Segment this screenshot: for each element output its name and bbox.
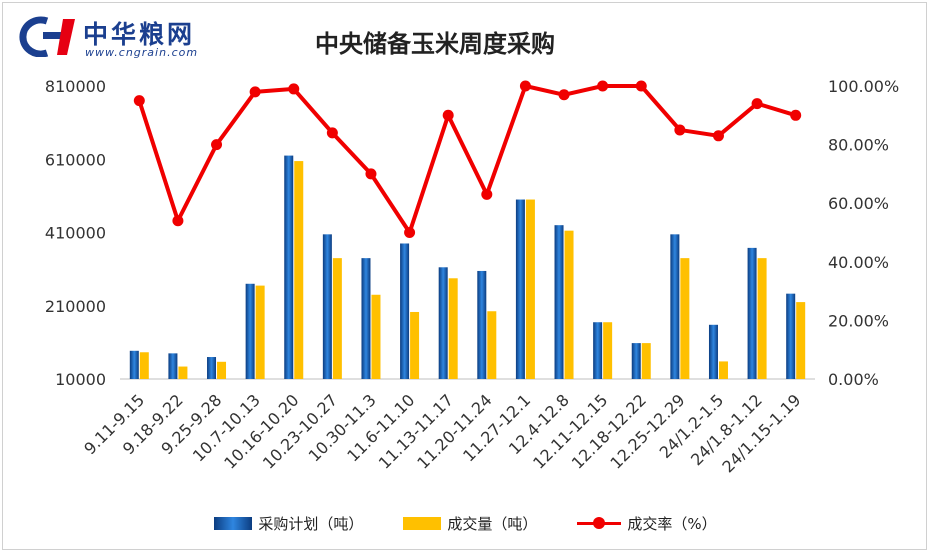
bar-plan (207, 357, 217, 379)
y-left-tick-label: 810000 (45, 77, 106, 96)
rate-point (674, 124, 686, 136)
bar-plan (631, 343, 641, 379)
rate-point (519, 80, 531, 92)
legend-swatch-volume (403, 516, 442, 530)
rate-point (558, 89, 570, 101)
rate-point (288, 83, 300, 95)
rate-point (635, 80, 647, 92)
legend-item-rate: 成交率（%） (577, 513, 717, 534)
bar-plan (245, 283, 255, 379)
bar-plan (438, 267, 448, 379)
legend-label-volume: 成交量（吨） (447, 514, 538, 533)
bar-volume (448, 278, 458, 379)
y-right-tick-label: 0.00% (828, 370, 879, 389)
bar-volume (410, 311, 420, 379)
rate-point (442, 109, 454, 121)
y-left-tick-label: 210000 (45, 297, 106, 316)
y-right-tick-label: 100.00% (828, 77, 899, 96)
bar-plan (786, 293, 796, 379)
rate-point (365, 168, 377, 180)
rate-point (404, 227, 416, 238)
legend-label-rate: 成交率（%） (627, 514, 717, 533)
bar-volume (525, 199, 535, 379)
rate-point (326, 127, 338, 139)
logo-url: www.cngrain.com (85, 46, 199, 59)
bar-plan (477, 270, 487, 379)
bar-plan (322, 234, 332, 379)
y-left-tick-label: 10000 (55, 370, 106, 389)
bar-plan (593, 322, 603, 379)
bar-volume (718, 361, 728, 379)
legend: 采购计划（吨） 成交量（吨） 成交率（%） (0, 508, 931, 538)
plot-area: 10000 210000 410000 610000 810000 0.00% 20.00%… (45, 77, 899, 477)
bar-volume (139, 352, 149, 379)
rate-line (137, 84, 797, 235)
bar-volume (757, 258, 767, 379)
bar-volume (371, 294, 381, 379)
y-right-tick-label: 80.00% (828, 136, 889, 155)
y-left-tick-label: 610000 (45, 150, 106, 169)
bar-volume (796, 302, 806, 379)
rate-point (249, 86, 261, 98)
rate-point (133, 95, 145, 107)
y-right-tick-label: 40.00% (828, 253, 889, 272)
rate-point (481, 188, 493, 200)
legend-label-plan: 采购计划（吨） (258, 514, 364, 533)
y-right-tick-label: 60.00% (828, 194, 889, 213)
legend-swatch-rate (577, 516, 622, 530)
bar-volume (217, 361, 227, 379)
bar-volume (294, 161, 304, 379)
bar-plan (515, 199, 525, 379)
rate-point (712, 130, 724, 142)
bar-volume (680, 258, 690, 379)
bar-plan (670, 234, 680, 379)
chart-title: 中央储备玉米周度采购 (315, 30, 555, 58)
bar-volume (603, 322, 613, 379)
bar-plan (708, 324, 718, 379)
rate-point (597, 80, 609, 92)
rate-point (751, 98, 763, 110)
logo-name: 中华粮网 (83, 20, 196, 49)
logo: 中华粮网 www.cngrain.com (13, 13, 233, 59)
cngrain-logo-icon (19, 16, 75, 57)
bar-plan (129, 350, 139, 379)
bar-plan (747, 247, 757, 379)
bar-volume (178, 366, 188, 379)
legend-item-volume: 成交量（吨） (403, 513, 537, 534)
rate-point (790, 109, 802, 121)
bar-volume (564, 230, 574, 379)
bar-plan (284, 155, 294, 379)
legend-swatch-plan (214, 516, 253, 530)
y-right-tick-label: 20.00% (828, 311, 889, 330)
y-left-tick-label: 410000 (45, 224, 106, 243)
bar-plan (361, 258, 371, 379)
bar-volume (641, 343, 651, 379)
legend-item-plan: 采购计划（吨） (214, 513, 363, 534)
rate-point (172, 215, 184, 227)
bar-volume (332, 258, 342, 379)
bar-plan (554, 225, 564, 379)
rate-point (211, 139, 223, 151)
bar-plan (400, 243, 410, 379)
bar-volume (487, 311, 497, 379)
bar-plan (168, 353, 178, 379)
bar-volume (255, 285, 265, 379)
